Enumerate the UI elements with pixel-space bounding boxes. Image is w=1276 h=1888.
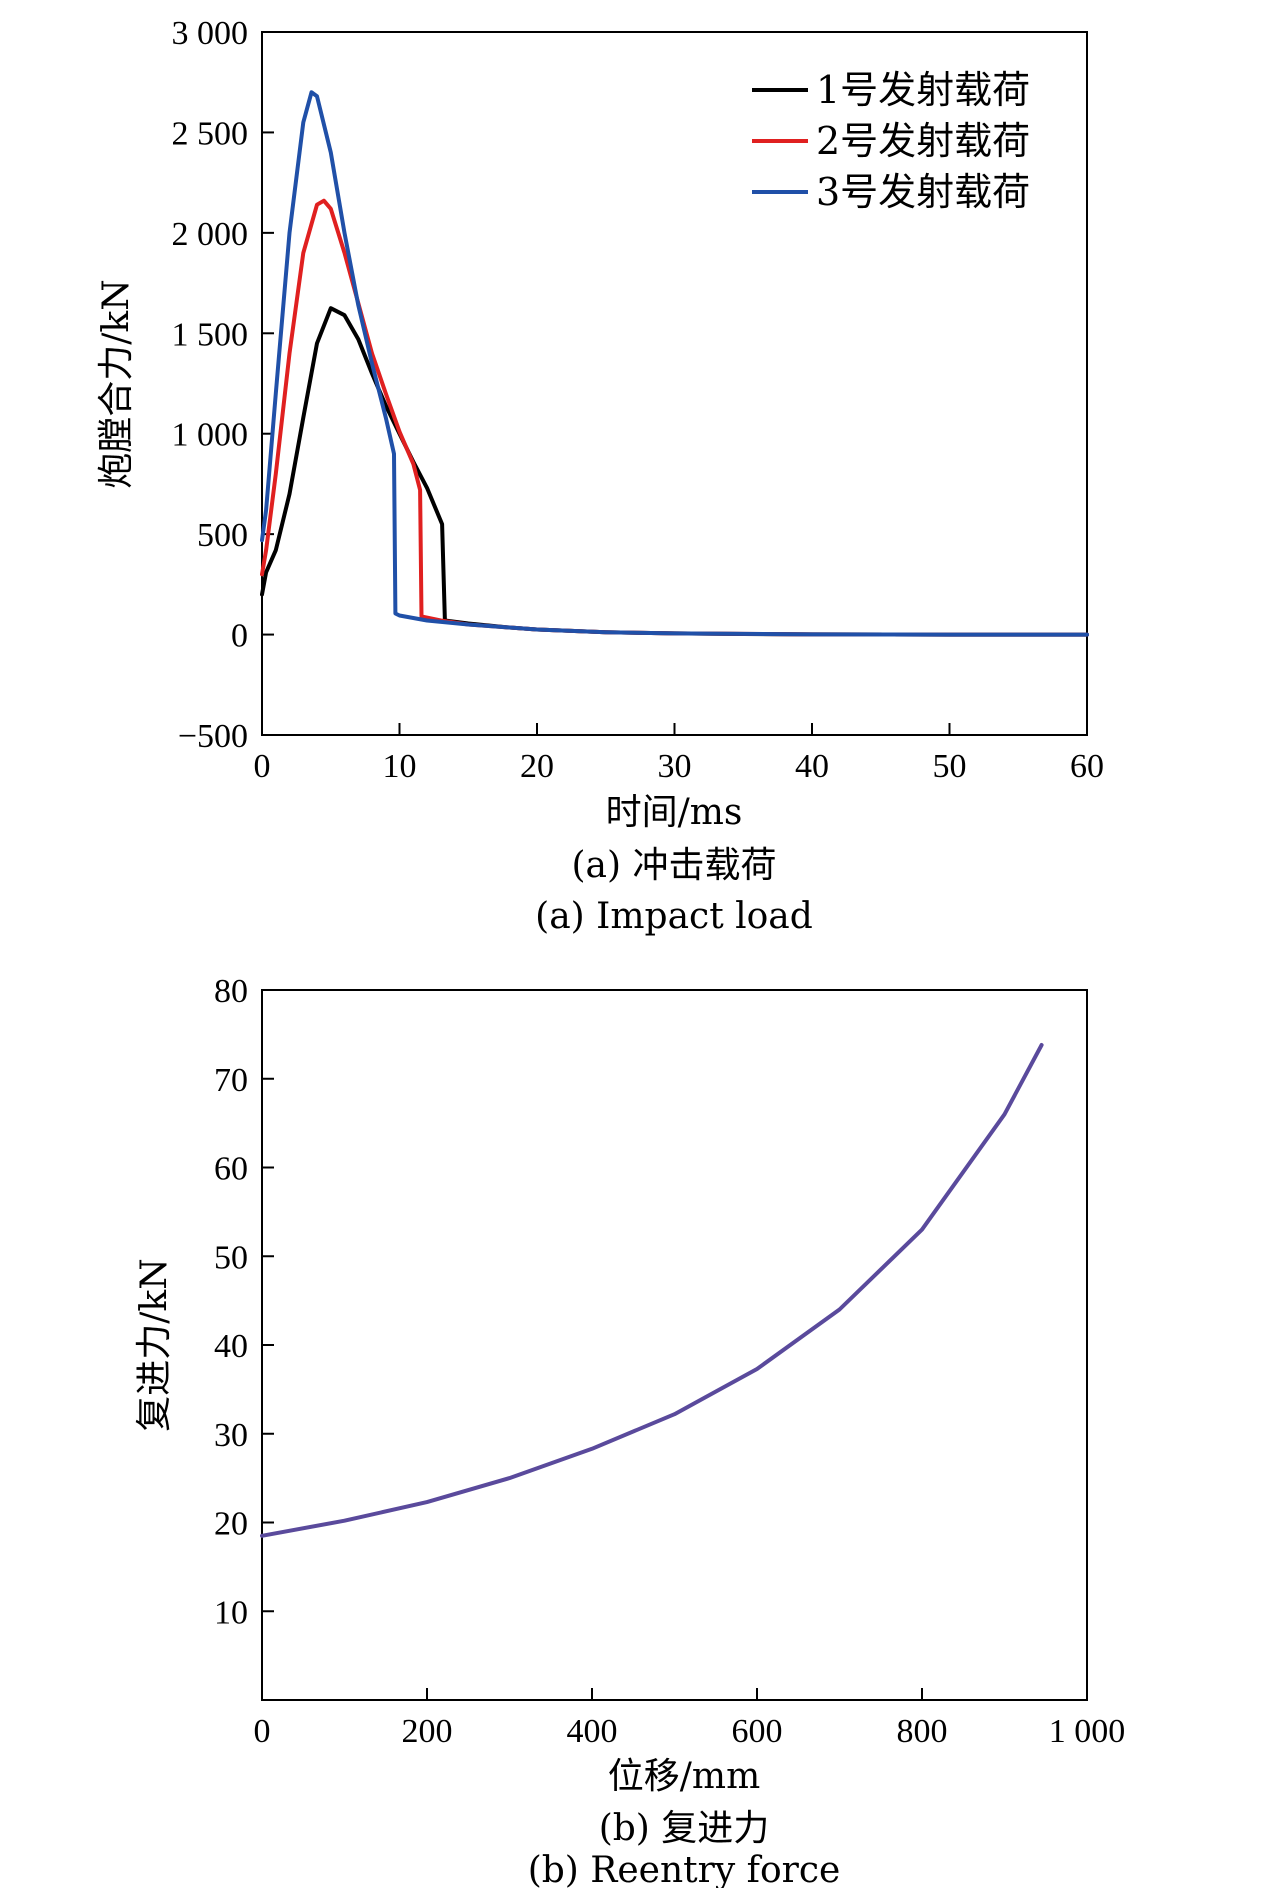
y-axis-label-b: 复进力/kN — [134, 1258, 175, 1431]
y-tick-label: 60 — [214, 1151, 248, 1188]
plot-frame-b — [261, 989, 1088, 1701]
x-tick-label: 50 — [933, 748, 967, 785]
x-tick-label: 0 — [254, 1713, 271, 1750]
series-line-1 — [260, 306, 1089, 637]
legend-label-1: 1号发射载荷 — [816, 68, 1030, 112]
caption-en-b: (b) Reentry force — [528, 1850, 841, 1888]
caption-cn-b: (b) 复进力 — [599, 1808, 770, 1849]
legend-label-3: 3号发射载荷 — [816, 170, 1030, 214]
y-tick-label: 70 — [214, 1062, 248, 1099]
x-axis-label-a: 时间/ms — [606, 792, 743, 833]
caption-en-a: (a) Impact load — [535, 896, 813, 937]
x-axis-label-b: 位移/mm — [608, 1756, 760, 1797]
y-tick-label: 500 — [197, 517, 248, 554]
legend-label-2: 2号发射载荷 — [816, 119, 1030, 163]
y-tick-label: 2 500 — [172, 115, 249, 152]
y-tick-label: 3 000 — [172, 15, 249, 52]
y-tick-label: 50 — [214, 1239, 248, 1276]
x-tick-label: 600 — [732, 1713, 783, 1750]
y-tick-label: 10 — [214, 1594, 248, 1631]
legend-a: 1号发射载荷 2号发射载荷 3号发射载荷 — [752, 68, 1030, 214]
y-tick-label: −500 — [178, 718, 248, 755]
x-tick-label: 40 — [795, 748, 829, 785]
y-tick-label: 30 — [214, 1417, 248, 1454]
ticks-b: 0 200 400 600 800 1 000 10 20 30 40 50 60 70 80 — [214, 973, 1125, 1750]
x-tick-label: 30 — [658, 748, 692, 785]
x-tick-label: 20 — [520, 748, 554, 785]
y-tick-label: 2 000 — [172, 216, 249, 253]
y-axis-label-a: 炮膛合力/kN — [96, 279, 137, 488]
y-tick-label: 0 — [231, 618, 248, 655]
x-tick-label: 200 — [402, 1713, 453, 1750]
series-group-a — [260, 90, 1089, 637]
caption-cn-a: (a) 冲击载荷 — [572, 845, 777, 886]
x-tick-label: 1 000 — [1049, 1713, 1126, 1750]
y-tick-label: 20 — [214, 1506, 248, 1543]
x-tick-label: 0 — [254, 748, 271, 785]
reentry-force-chart: 0 200 400 600 800 1 000 10 20 30 40 50 60 70 80 复进力/k… — [134, 973, 1125, 1888]
x-tick-label: 10 — [383, 748, 417, 785]
series-line-1 — [260, 1043, 1044, 1538]
y-tick-label: 1 000 — [172, 417, 249, 454]
series-line-3 — [260, 90, 1089, 637]
x-tick-label: 400 — [567, 1713, 618, 1750]
series-group-b — [260, 1043, 1044, 1538]
x-tick-label: 60 — [1070, 748, 1104, 785]
y-tick-label: 80 — [214, 973, 248, 1010]
y-tick-label: 40 — [214, 1328, 248, 1365]
x-tick-label: 800 — [897, 1713, 948, 1750]
y-tick-label: 1 500 — [172, 316, 249, 353]
